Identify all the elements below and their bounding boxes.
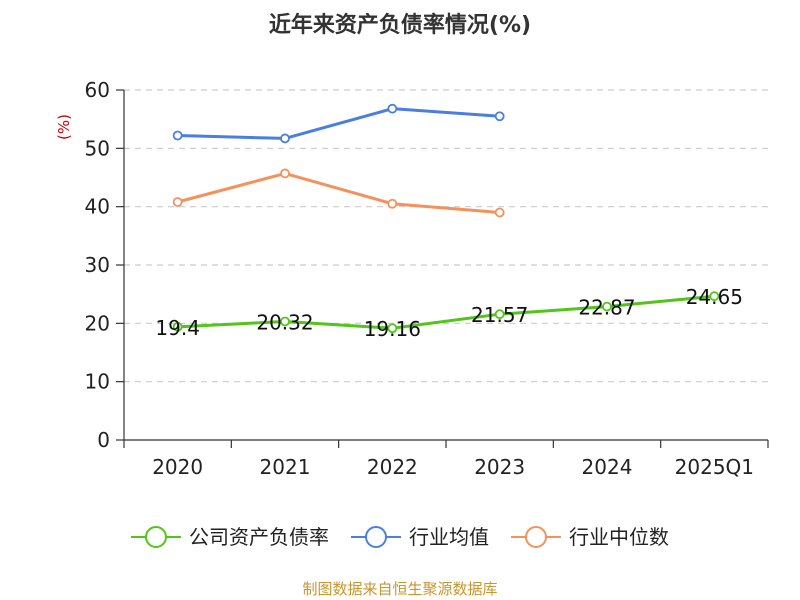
y-tick-label: 40: [85, 195, 110, 219]
data-point: [280, 168, 290, 179]
legend-label: 行业均值: [409, 525, 489, 549]
data-label: 19.16: [364, 317, 421, 341]
data-label: 20.32: [256, 310, 313, 334]
source-note: 制图数据来自恒生聚源数据库: [302, 580, 497, 598]
y-tick-label: 10: [85, 370, 110, 394]
legend-marker: [525, 526, 547, 548]
series: [172, 103, 720, 334]
legend-item: 行业均值: [351, 525, 489, 549]
data-point: [494, 207, 505, 218]
legend-label: 行业中位数: [569, 525, 669, 549]
axes: 0 10 20 30 40 50 60 2020 2021 2022 2023 2024 2025Q1: [85, 78, 769, 479]
y-tick-label: 60: [85, 78, 110, 102]
grid-lines: [124, 89, 768, 383]
data-point: [387, 198, 398, 209]
series-line: [177, 294, 715, 330]
x-tick-label: 2020: [152, 455, 203, 479]
data-point: [280, 133, 290, 144]
chart-title: 近年来资产负债率情况(%): [269, 12, 531, 38]
legend-marker: [365, 526, 387, 548]
data-point: [172, 321, 183, 332]
data-point: [387, 103, 398, 114]
data-point: [387, 323, 398, 334]
legend: 公司资产负债率 行业均值 行业中位数: [131, 525, 669, 549]
data-point: [494, 111, 505, 122]
legend-label: 公司资产负债率: [189, 525, 329, 549]
x-tick-label: 2025Q1: [675, 455, 754, 479]
y-axis-label: (%): [55, 114, 73, 140]
series-line: [177, 107, 500, 140]
legend-item: 行业中位数: [511, 525, 669, 549]
y-tick-label: 50: [85, 136, 110, 160]
data-point: [280, 316, 290, 327]
data-point: [172, 197, 183, 207]
data-point: [494, 309, 505, 320]
data-point: [602, 301, 612, 312]
y-tick-label: 20: [85, 311, 110, 335]
legend-item: 公司资产负债率: [131, 525, 329, 549]
series-2: [172, 168, 505, 218]
data-point: [709, 291, 720, 302]
data-label: 24.65: [686, 285, 743, 309]
x-tick-label: 2022: [367, 455, 418, 479]
x-tick-label: 2021: [260, 455, 311, 479]
data-label: 21.57: [471, 303, 528, 327]
data-labels: 19.4 20.32 19.16 21.57 22.87 24.65: [155, 285, 743, 341]
series-0: [172, 291, 720, 334]
y-tick-label: 0: [97, 428, 110, 452]
y-tick-label: 30: [85, 253, 110, 277]
data-label: 19.4: [155, 316, 200, 340]
data-label: 22.87: [578, 296, 635, 320]
data-point: [172, 130, 183, 141]
legend-marker: [145, 526, 167, 548]
x-tick-label: 2023: [474, 455, 525, 479]
series-1: [172, 103, 505, 144]
series-line: [177, 171, 500, 214]
x-tick-label: 2024: [582, 455, 633, 479]
